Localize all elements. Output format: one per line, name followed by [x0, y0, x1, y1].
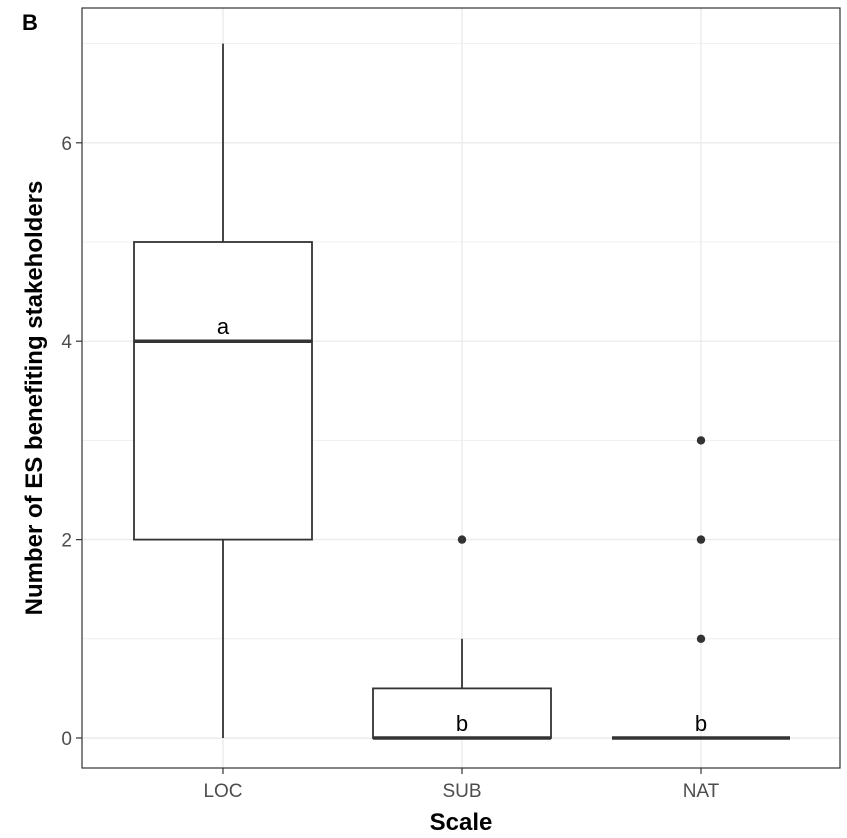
outlier-point — [696, 436, 706, 445]
y-tick-label: 2 — [61, 531, 72, 552]
box-group-sub: b — [372, 535, 552, 740]
x-tick-label: NAT — [683, 781, 720, 802]
outlier-point — [696, 535, 706, 544]
x-axis-title: Scale — [430, 809, 493, 836]
group-letter-label: b — [456, 711, 468, 736]
x-tick-label: LOC — [203, 781, 242, 802]
panel-label: B — [22, 10, 38, 35]
group-letter-label: b — [695, 711, 707, 736]
outlier-point — [457, 535, 467, 544]
box-body — [372, 687, 552, 739]
y-tick-label: 0 — [61, 729, 72, 750]
outlier-point — [696, 634, 706, 643]
box-body — [133, 241, 313, 541]
y-tick-label: 4 — [61, 332, 72, 353]
y-tick-label: 6 — [61, 134, 72, 155]
box-group-nat: b — [612, 436, 790, 740]
axis-ticks: 0 2 4 6 LOC SUB NAT — [61, 134, 719, 802]
boxes: a b b — [133, 43, 790, 740]
y-axis-title: Number of ES benefiting stakeholders — [21, 181, 48, 616]
x-tick-label: SUB — [442, 781, 481, 802]
plot-panel-border — [81, 7, 841, 769]
box-group-loc: a — [133, 43, 313, 738]
group-letter-label: a — [217, 314, 230, 339]
